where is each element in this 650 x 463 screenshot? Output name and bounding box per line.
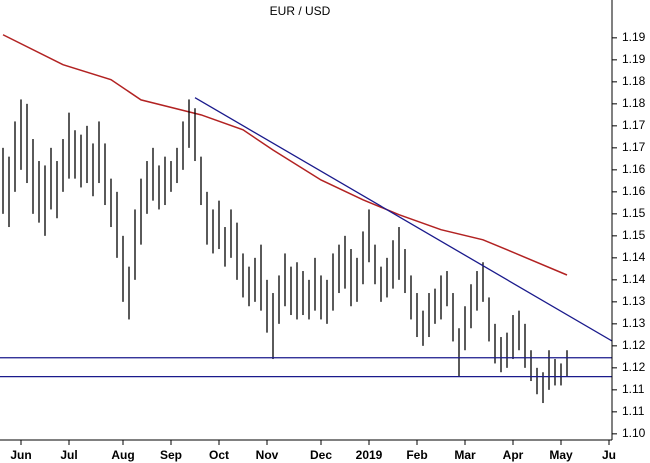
x-tick-label: Mar bbox=[454, 448, 476, 462]
plot-area bbox=[0, 34, 612, 404]
y-tick-label: 1.13 bbox=[622, 294, 646, 308]
x-tick-label: Sep bbox=[160, 448, 182, 462]
y-tick-label: 1.14 bbox=[622, 250, 646, 264]
y-tick-label: 1.10 bbox=[622, 426, 646, 440]
x-tick-label: Nov bbox=[256, 448, 279, 462]
y-tick-label: 1.15 bbox=[622, 228, 646, 242]
y-tick-label: 1.19 bbox=[622, 52, 646, 66]
x-tick-label: 2019 bbox=[356, 448, 383, 462]
y-tick-label: 1.18 bbox=[622, 96, 646, 110]
y-tick-label: 1.17 bbox=[622, 140, 646, 154]
x-tick-label: Ju bbox=[602, 448, 616, 462]
trend-line bbox=[194, 97, 612, 342]
y-tick-label: 1.15 bbox=[622, 206, 646, 220]
x-tick-label: Jun bbox=[10, 448, 31, 462]
x-tick-label: Jul bbox=[60, 448, 77, 462]
y-tick-label: 1.13 bbox=[622, 316, 646, 330]
y-tick-label: 1.16 bbox=[622, 184, 646, 198]
y-tick-label: 1.12 bbox=[622, 338, 646, 352]
y-tick-label: 1.11 bbox=[622, 404, 645, 418]
y-tick-label: 1.11 bbox=[622, 382, 645, 396]
y-tick-label: 1.12 bbox=[622, 360, 646, 374]
x-tick-label: Aug bbox=[111, 448, 134, 462]
y-tick-label: 1.18 bbox=[622, 74, 646, 88]
x-tick-label: Oct bbox=[209, 448, 229, 462]
chart-title: EUR / USD bbox=[270, 4, 331, 18]
x-tick-label: May bbox=[549, 448, 573, 462]
y-tick-label: 1.16 bbox=[622, 162, 646, 176]
x-tick-label: Feb bbox=[406, 448, 427, 462]
x-tick-label: Apr bbox=[503, 448, 524, 462]
y-tick-label: 1.19 bbox=[622, 30, 646, 44]
x-tick-label: Dec bbox=[310, 448, 332, 462]
y-tick-label: 1.17 bbox=[622, 118, 646, 132]
y-tick-label: 1.14 bbox=[622, 272, 646, 286]
moving-average bbox=[2, 34, 568, 276]
